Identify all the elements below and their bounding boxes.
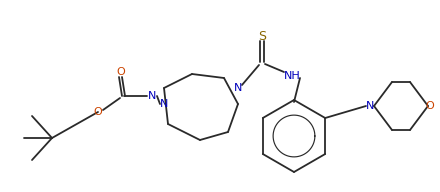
Text: N: N [366, 101, 374, 111]
Text: N: N [234, 83, 242, 93]
Text: S: S [258, 30, 266, 42]
Text: N: N [160, 99, 168, 109]
Text: NH: NH [284, 71, 301, 81]
Text: O: O [117, 67, 125, 77]
Text: O: O [425, 101, 434, 111]
Text: O: O [94, 107, 103, 117]
Text: N: N [148, 91, 156, 101]
